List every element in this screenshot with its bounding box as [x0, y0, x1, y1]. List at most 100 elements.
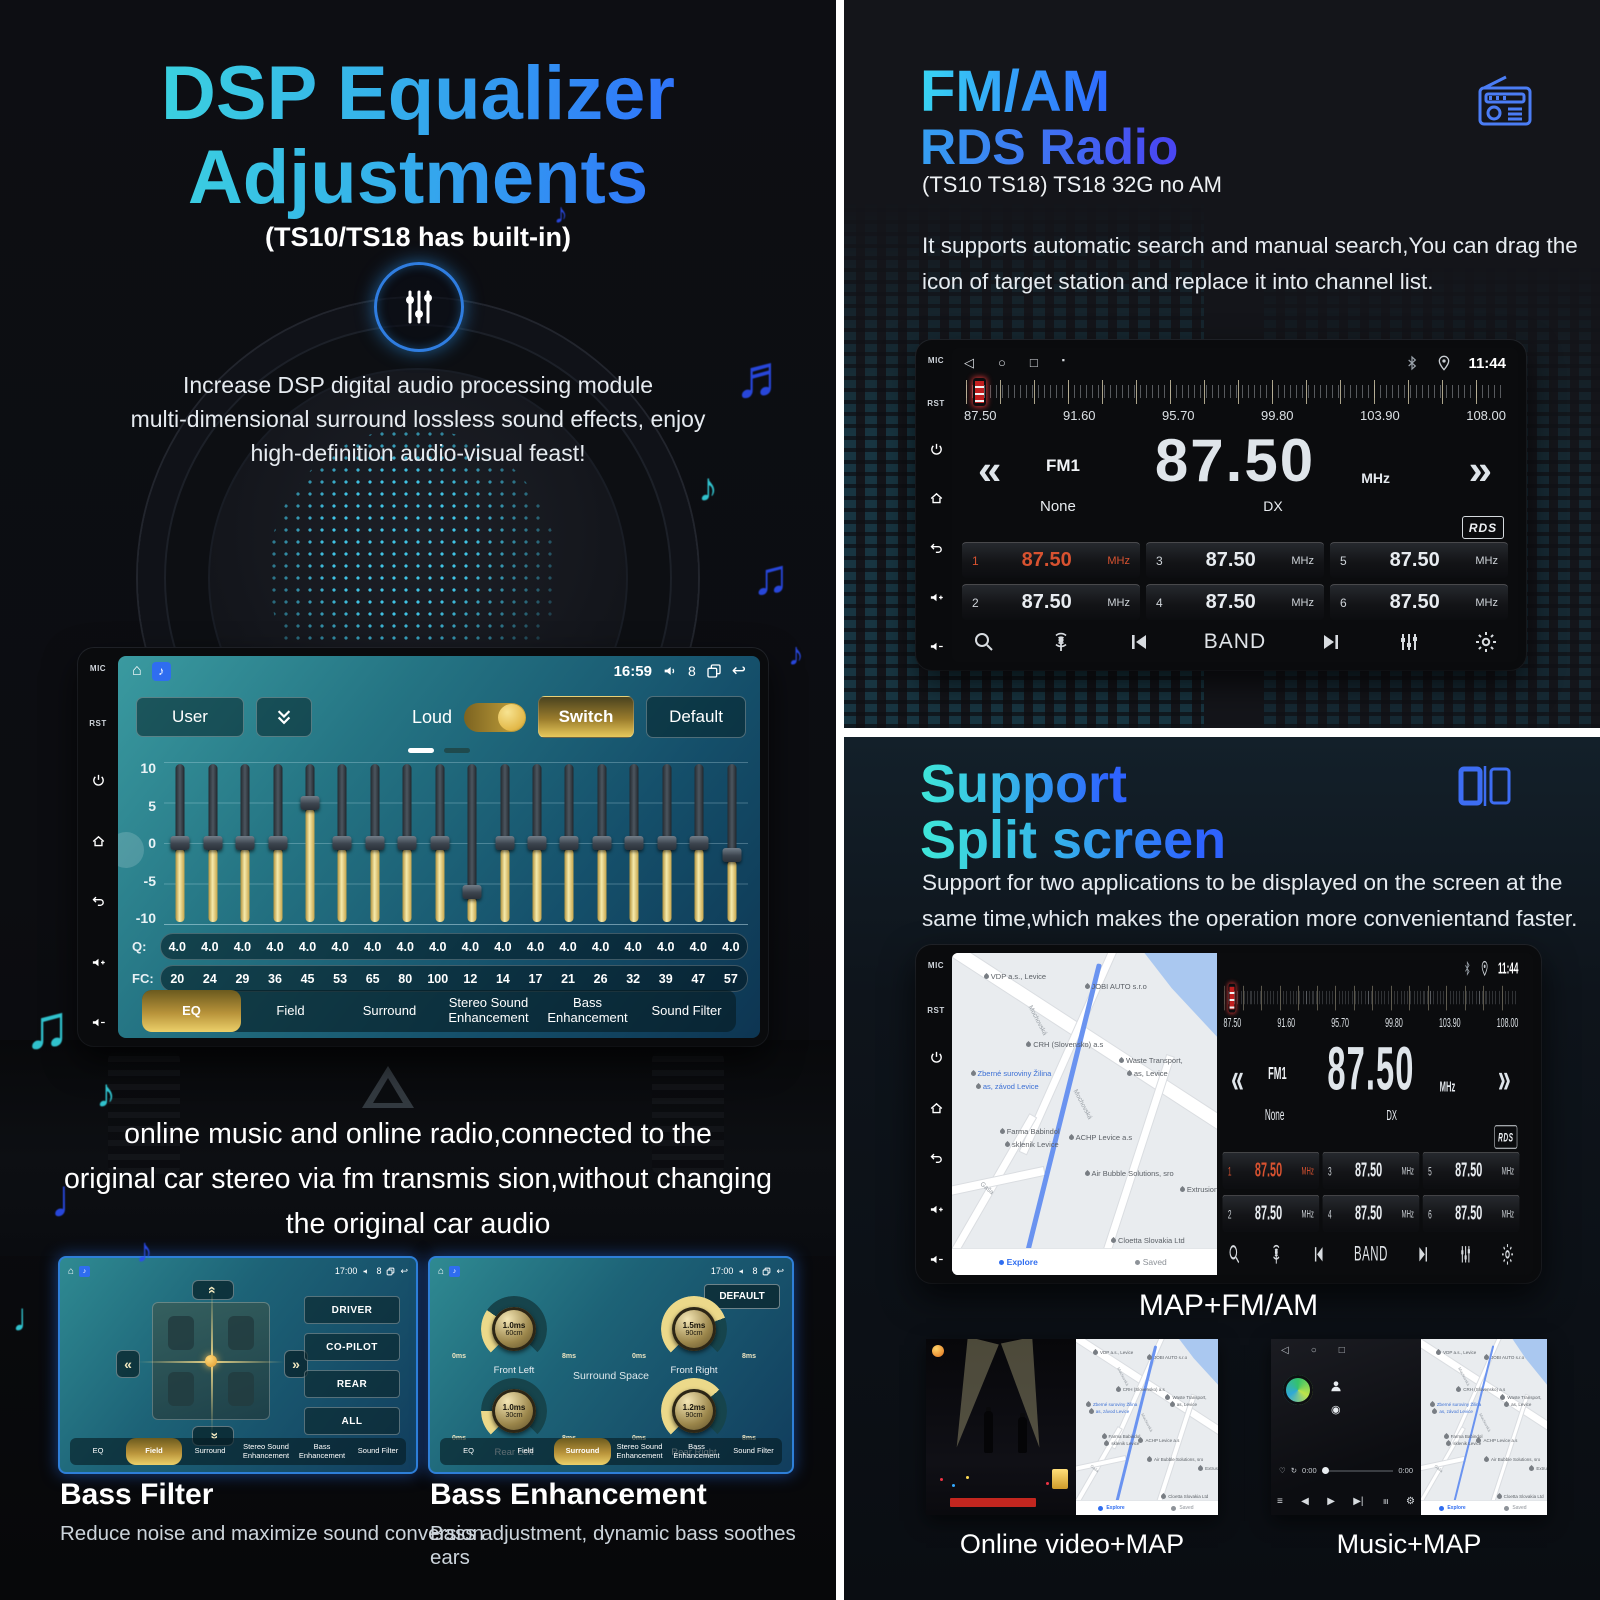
eq-slider[interactable] — [229, 762, 261, 924]
eq-slider[interactable] — [391, 762, 423, 924]
next-track-icon[interactable] — [1319, 630, 1343, 654]
search-icon[interactable] — [972, 630, 996, 654]
eq-slider[interactable] — [586, 762, 618, 924]
volume-down-button[interactable] — [91, 1015, 106, 1030]
preset-channel-4[interactable]: 4 87.50 MHz — [1146, 584, 1324, 620]
nav-home-icon[interactable]: ○ — [998, 355, 1006, 370]
eq-slider[interactable] — [424, 762, 456, 924]
move-up-button[interactable]: « — [192, 1280, 234, 1300]
eq-slider-handle[interactable] — [592, 836, 612, 850]
previous-track-icon[interactable] — [1127, 630, 1151, 654]
playlist-icon[interactable]: ≡ — [1277, 1496, 1283, 1507]
map-tab-saved[interactable]: Saved — [1085, 1249, 1218, 1275]
frequency-slider-handle[interactable] — [1228, 983, 1236, 1014]
tab-field[interactable]: Field — [126, 1438, 182, 1465]
eq-slider-handle[interactable] — [300, 795, 320, 810]
eq-slider-handle[interactable] — [722, 848, 742, 863]
eq-slider[interactable] — [456, 762, 488, 924]
repeat-icon[interactable]: ↻ — [1290, 1466, 1298, 1475]
nav-back-icon[interactable]: ◁ — [964, 355, 974, 370]
previous-track-icon[interactable] — [1312, 1242, 1325, 1267]
tab-stereo-sound-enhancement[interactable]: Stereo Sound Enhancement — [448, 995, 529, 1025]
preset-channel-3[interactable]: 3 87.50 MHz — [1322, 1151, 1420, 1189]
map-tab-explore[interactable]: Explore — [1421, 1501, 1484, 1515]
tab-bass-enhancement[interactable]: Bass Enhancement — [298, 1442, 346, 1460]
preset-channel-5[interactable]: 5 87.50 MHz — [1422, 1151, 1520, 1189]
preset-select-button[interactable]: User — [136, 697, 244, 737]
eq-slider-handle[interactable] — [365, 836, 385, 850]
volume-up-button[interactable] — [91, 955, 106, 970]
volume-up-button[interactable] — [929, 1202, 944, 1217]
band-button[interactable]: BAND — [1353, 1242, 1388, 1266]
settings-icon[interactable]: ⚙ — [1406, 1496, 1415, 1507]
radio-app[interactable]: ◁ ○ □ ▪ 11:44 87.50 91.60 95.70 99.80 103.90… — [1217, 953, 1533, 1275]
eq-slider-handle[interactable] — [332, 836, 352, 850]
tab-field[interactable]: Field — [276, 1002, 305, 1018]
eq-slider-handle[interactable] — [268, 836, 288, 850]
equalizer-icon[interactable] — [1397, 630, 1421, 654]
settings-icon[interactable] — [1474, 630, 1498, 654]
preset-channel-6[interactable]: 6 87.50 MHz — [1330, 584, 1508, 620]
back-button[interactable] — [929, 541, 944, 556]
tab-sound-filter[interactable]: Sound Filter — [733, 1446, 774, 1456]
frequency-ruler[interactable] — [966, 380, 1504, 404]
home-button[interactable] — [91, 834, 106, 849]
bluetooth-music-icon[interactable]: ♪ — [151, 661, 171, 681]
tab-surround[interactable]: Surround — [362, 1002, 417, 1018]
power-button[interactable] — [929, 442, 944, 457]
knob-front-left[interactable]: 1.0ms 60cm 0ms 8ms Front Left — [450, 1296, 578, 1376]
tab-bass-enhancement[interactable]: Bass Enhancement — [547, 995, 628, 1025]
loud-toggle[interactable] — [464, 702, 526, 732]
map-tab-explore[interactable]: Explore — [952, 1249, 1085, 1275]
eq-slider-handle[interactable] — [527, 836, 547, 850]
eq-slider[interactable] — [683, 762, 715, 924]
preset-channel-4[interactable]: 4 87.50 MHz — [1322, 1194, 1420, 1232]
eq-slider[interactable] — [164, 762, 196, 924]
next-track-icon[interactable]: ▶| — [1353, 1496, 1364, 1507]
home-button[interactable] — [929, 1101, 944, 1116]
volume-down-button[interactable] — [929, 639, 944, 654]
eq-slider[interactable] — [196, 762, 228, 924]
recents-icon[interactable] — [706, 663, 722, 679]
eq-slider-handle[interactable] — [624, 836, 644, 850]
map-tab-explore[interactable]: Explore — [1076, 1501, 1147, 1515]
tab-surround[interactable]: Surround — [554, 1438, 611, 1465]
map-app[interactable]: Mochovská Mochovská Gaša VDP a.s., Levice JO… — [952, 953, 1217, 1275]
eq-slider[interactable] — [715, 762, 747, 924]
equalizer-icon[interactable]: ≡ — [1379, 1498, 1391, 1505]
eq-slider-handle[interactable] — [462, 884, 482, 899]
eq-slider[interactable] — [618, 762, 650, 924]
volume-down-button[interactable] — [929, 1252, 944, 1267]
preset-channel-3[interactable]: 3 87.50 MHz — [1146, 542, 1324, 578]
nav-icons[interactable]: ◁ ○ □ ▪ — [964, 355, 1065, 371]
favorite-icon[interactable]: ♡ — [1279, 1466, 1286, 1475]
search-icon[interactable] — [1228, 1242, 1241, 1267]
progress-row[interactable]: ♡ ↻ 0:00 0:00 — [1279, 1466, 1413, 1475]
back-button[interactable] — [91, 894, 106, 909]
eq-slider-handle[interactable] — [170, 836, 190, 850]
seek-forward-button[interactable]: » — [1498, 1053, 1511, 1102]
eq-slider[interactable] — [553, 762, 585, 924]
eq-slider[interactable] — [488, 762, 520, 924]
preset-channel-1[interactable]: 1 87.50 MHz — [1222, 1151, 1320, 1189]
eq-slider-handle[interactable] — [397, 836, 417, 850]
eq-slider-handle[interactable] — [430, 836, 450, 850]
seek-forward-button[interactable]: » — [1468, 446, 1492, 493]
seat-button-rear[interactable]: REAR — [304, 1370, 400, 1398]
power-button[interactable] — [929, 1050, 944, 1065]
move-left-button[interactable]: « — [116, 1350, 140, 1378]
seat-button-driver[interactable]: DRIVER — [304, 1296, 400, 1324]
volume-up-button[interactable] — [929, 590, 944, 605]
eq-slider[interactable] — [651, 762, 683, 924]
seat-button-all[interactable]: ALL — [304, 1407, 400, 1435]
eq-slider[interactable] — [261, 762, 293, 924]
sound-field-map[interactable] — [138, 1288, 284, 1434]
band-button[interactable]: BAND — [1203, 630, 1267, 653]
home-icon[interactable]: ⌂ — [132, 662, 142, 679]
broadcast-icon[interactable] — [1049, 630, 1073, 654]
preset-channel-2[interactable]: 2 87.50 MHz — [962, 584, 1140, 620]
default-button[interactable]: Default — [646, 696, 746, 738]
back-icon[interactable]: ↩ — [731, 661, 746, 680]
tab-sound-filter[interactable]: Sound Filter — [357, 1446, 399, 1456]
tab-field[interactable]: Field — [517, 1446, 534, 1456]
